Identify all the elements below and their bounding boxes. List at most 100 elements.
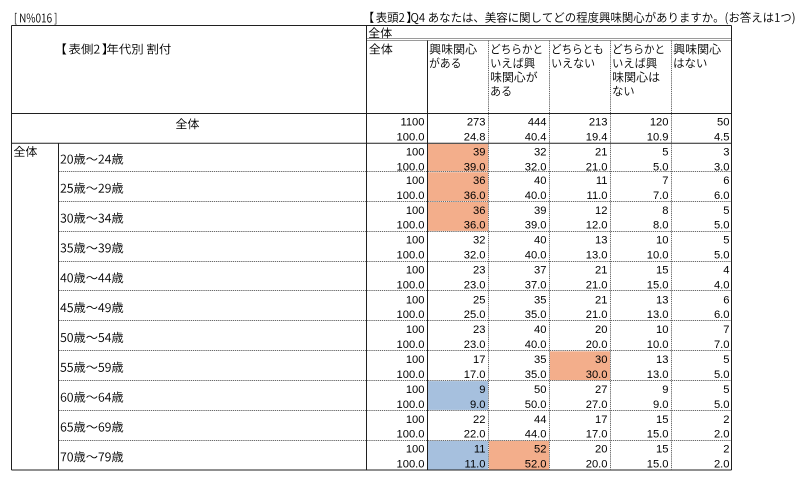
svg-text:2: 2 (723, 444, 729, 456)
svg-text:100.0: 100.0 (397, 459, 425, 471)
svg-text:13: 13 (656, 294, 668, 306)
svg-text:100.0: 100.0 (397, 399, 425, 411)
svg-text:2.0: 2.0 (714, 429, 730, 441)
svg-text:39.0: 39.0 (464, 162, 486, 174)
svg-text:50.0: 50.0 (525, 399, 547, 411)
svg-text:10.9: 10.9 (647, 132, 669, 144)
svg-text:30: 30 (595, 354, 607, 366)
svg-text:100.0: 100.0 (397, 309, 425, 321)
svg-text:25.0: 25.0 (464, 309, 486, 321)
svg-text:32.0: 32.0 (525, 162, 547, 174)
svg-text:5: 5 (723, 235, 729, 247)
svg-text:5: 5 (662, 147, 668, 159)
svg-text:36: 36 (473, 205, 485, 217)
svg-text:13: 13 (595, 235, 607, 247)
svg-text:100.0: 100.0 (397, 339, 425, 351)
svg-text:11.0: 11.0 (465, 459, 486, 471)
svg-text:3.0: 3.0 (714, 162, 730, 174)
svg-text:7.0: 7.0 (714, 339, 730, 351)
svg-text:35.0: 35.0 (525, 309, 547, 321)
svg-text:23.0: 23.0 (464, 279, 486, 291)
svg-text:100.0: 100.0 (397, 250, 425, 262)
svg-text:50: 50 (534, 384, 546, 396)
svg-text:40: 40 (534, 175, 546, 187)
svg-text:5.0: 5.0 (714, 250, 730, 262)
svg-text:1100: 1100 (400, 116, 424, 128)
svg-text:7.0: 7.0 (653, 190, 669, 202)
svg-text:100.0: 100.0 (397, 220, 425, 232)
svg-text:9: 9 (479, 384, 485, 396)
svg-text:40: 40 (534, 235, 546, 247)
svg-text:100: 100 (406, 354, 425, 366)
svg-text:27.0: 27.0 (586, 399, 608, 411)
svg-text:100: 100 (406, 265, 425, 277)
svg-text:44.0: 44.0 (525, 429, 547, 441)
svg-text:5.0: 5.0 (714, 220, 730, 232)
svg-text:35: 35 (534, 294, 546, 306)
svg-text:4: 4 (723, 265, 729, 277)
svg-text:9.0: 9.0 (653, 399, 669, 411)
svg-text:6: 6 (723, 294, 729, 306)
svg-text:6.0: 6.0 (714, 190, 730, 202)
svg-text:100.0: 100.0 (397, 429, 425, 441)
svg-text:7: 7 (662, 175, 668, 187)
svg-text:10.0: 10.0 (647, 250, 669, 262)
svg-text:36.0: 36.0 (464, 190, 486, 202)
svg-text:21.0: 21.0 (586, 279, 608, 291)
svg-text:100: 100 (406, 147, 425, 159)
svg-text:15.0: 15.0 (647, 459, 669, 471)
svg-text:17: 17 (473, 354, 485, 366)
svg-text:36.0: 36.0 (464, 220, 486, 232)
svg-text:9.0: 9.0 (470, 399, 486, 411)
svg-text:20.0: 20.0 (586, 459, 608, 471)
svg-text:444: 444 (528, 116, 547, 128)
svg-text:120: 120 (650, 116, 669, 128)
svg-text:20: 20 (595, 324, 607, 336)
svg-text:5.0: 5.0 (653, 162, 669, 174)
svg-text:2: 2 (723, 414, 729, 426)
svg-text:15: 15 (656, 444, 668, 456)
svg-text:44: 44 (534, 414, 546, 426)
svg-text:11: 11 (596, 175, 608, 187)
svg-text:8.0: 8.0 (653, 220, 669, 232)
svg-text:11.0: 11.0 (587, 190, 608, 202)
svg-text:13: 13 (656, 354, 668, 366)
svg-text:5: 5 (723, 354, 729, 366)
svg-text:21: 21 (595, 265, 607, 277)
svg-text:30.0: 30.0 (586, 369, 608, 381)
svg-text:37: 37 (534, 265, 546, 277)
svg-text:21: 21 (595, 147, 607, 159)
svg-text:13.0: 13.0 (647, 309, 669, 321)
svg-text:100: 100 (406, 294, 425, 306)
svg-text:10: 10 (656, 324, 668, 336)
svg-text:12.0: 12.0 (586, 220, 608, 232)
svg-text:100: 100 (406, 175, 425, 187)
svg-text:13.0: 13.0 (586, 250, 608, 262)
svg-text:5.0: 5.0 (714, 369, 730, 381)
svg-text:11: 11 (474, 444, 486, 456)
svg-text:17.0: 17.0 (586, 429, 608, 441)
svg-text:21.0: 21.0 (586, 162, 608, 174)
svg-text:5.0: 5.0 (714, 399, 730, 411)
svg-text:23.0: 23.0 (464, 339, 486, 351)
svg-text:39.0: 39.0 (525, 220, 547, 232)
svg-text:8: 8 (662, 205, 668, 217)
svg-text:39: 39 (534, 205, 546, 217)
svg-text:21.0: 21.0 (586, 309, 608, 321)
svg-text:39: 39 (473, 147, 485, 159)
svg-text:32: 32 (534, 147, 546, 159)
svg-text:12: 12 (595, 205, 607, 217)
svg-text:2.0: 2.0 (714, 459, 730, 471)
svg-text:6: 6 (723, 175, 729, 187)
svg-text:100: 100 (406, 205, 425, 217)
svg-text:37.0: 37.0 (525, 279, 547, 291)
svg-text:27: 27 (595, 384, 607, 396)
svg-text:36: 36 (473, 175, 485, 187)
svg-text:40.0: 40.0 (525, 190, 547, 202)
svg-text:23: 23 (473, 265, 485, 277)
svg-text:273: 273 (467, 116, 486, 128)
svg-text:4.5: 4.5 (714, 132, 730, 144)
svg-text:22.0: 22.0 (464, 429, 486, 441)
svg-text:52.0: 52.0 (525, 459, 547, 471)
svg-text:100.0: 100.0 (397, 190, 425, 202)
